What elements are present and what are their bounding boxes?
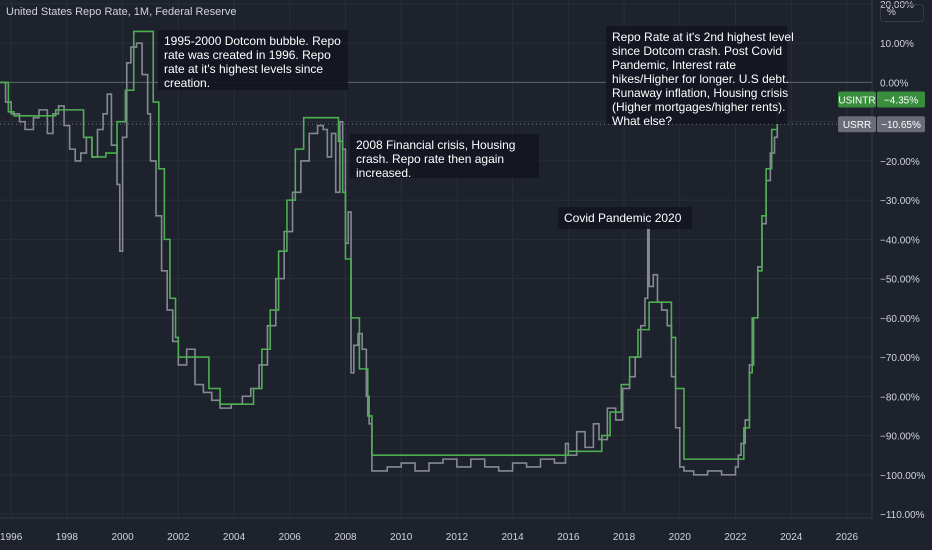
annotation-text-line: Covid Pandemic 2020 bbox=[564, 211, 682, 225]
x-tick-label: 2014 bbox=[501, 532, 524, 543]
y-tick-label: −50.00% bbox=[880, 275, 920, 286]
annotation-text-line: since Dotcom crash. Post Covid bbox=[612, 44, 782, 58]
annotation-text-line: What else? bbox=[612, 114, 672, 128]
annotation-text-line: creation. bbox=[164, 76, 210, 90]
series-line-usrr bbox=[0, 42, 779, 476]
x-tick-label: 2022 bbox=[724, 532, 747, 543]
x-tick-label: 2026 bbox=[836, 532, 859, 543]
y-tick-label: −80.00% bbox=[880, 392, 920, 403]
annotation-text-line: Repo Rate at it's 2nd highest level bbox=[612, 30, 794, 44]
annotation-box bbox=[558, 207, 692, 229]
y-tick-label: −90.00% bbox=[880, 432, 920, 443]
x-tick-label: 2000 bbox=[111, 532, 134, 543]
x-tick-label: 2018 bbox=[613, 532, 636, 543]
y-tick-label: −100.00% bbox=[880, 471, 925, 482]
y-tick-label: 20.00% bbox=[880, 0, 914, 11]
annotation-text-line: hikes/Higher for longer. U.S debt. bbox=[612, 72, 789, 86]
annotation-text-line: Pandemic, Interest rate bbox=[612, 58, 736, 72]
series-name-label: USINTR bbox=[838, 95, 875, 106]
y-tick-label: −60.00% bbox=[880, 314, 920, 325]
y-tick-label: −110.00% bbox=[880, 510, 925, 521]
series-value-label: −10.65% bbox=[881, 120, 921, 131]
annotation-text-line: Runaway inflation, Housing crisis bbox=[612, 86, 788, 100]
x-tick-label: 2002 bbox=[167, 532, 190, 543]
series-line-usintr bbox=[0, 30, 779, 460]
series-name-badge bbox=[838, 91, 876, 108]
series-value-badge bbox=[877, 116, 925, 133]
x-tick-label: 2004 bbox=[223, 532, 246, 543]
x-tick-label: 2008 bbox=[334, 532, 357, 543]
annotation-text-line: 2008 Financial crisis, Housing bbox=[356, 138, 515, 152]
annotation-box bbox=[606, 26, 787, 124]
annotation-text-line: increased. bbox=[356, 166, 411, 180]
y-tick-label: −30.00% bbox=[880, 196, 920, 207]
series-name-label: USRR bbox=[843, 120, 871, 131]
unit-selector[interactable]: % bbox=[880, 4, 924, 22]
chart-title: United States Repo Rate, 1M, Federal Res… bbox=[6, 6, 237, 18]
x-tick-label: 2006 bbox=[279, 532, 302, 543]
y-tick-label: −20.00% bbox=[880, 157, 920, 168]
annotation-text-line: crash. Repo rate then again bbox=[356, 152, 504, 166]
x-tick-label: 1998 bbox=[56, 532, 79, 543]
annotation-box bbox=[158, 30, 348, 90]
y-tick-label: 10.00% bbox=[880, 39, 914, 50]
annotation-text-line: rate was created in 1996. Repo bbox=[164, 48, 331, 62]
series-name-badge bbox=[838, 116, 876, 133]
annotation-text-line: rate at it's highest levels since bbox=[164, 62, 323, 76]
series-value-badge bbox=[877, 91, 925, 108]
annotation-box bbox=[350, 134, 539, 178]
x-tick-label: 2016 bbox=[557, 532, 580, 543]
x-tick-label: 2020 bbox=[669, 532, 692, 543]
y-tick-label: 0.00% bbox=[880, 78, 908, 89]
annotation-text-line: (Higher mortgages/higher rents). bbox=[612, 100, 785, 114]
x-tick-label: 1996 bbox=[0, 532, 23, 543]
x-tick-label: 2024 bbox=[780, 532, 803, 543]
series-value-label: −4.35% bbox=[884, 95, 918, 106]
y-tick-label: −40.00% bbox=[880, 235, 920, 246]
x-tick-label: 2010 bbox=[390, 532, 413, 543]
x-tick-label: 2012 bbox=[446, 532, 469, 543]
y-tick-label: −70.00% bbox=[880, 353, 920, 364]
annotation-text-line: 1995-2000 Dotcom bubble. Repo bbox=[164, 34, 341, 48]
